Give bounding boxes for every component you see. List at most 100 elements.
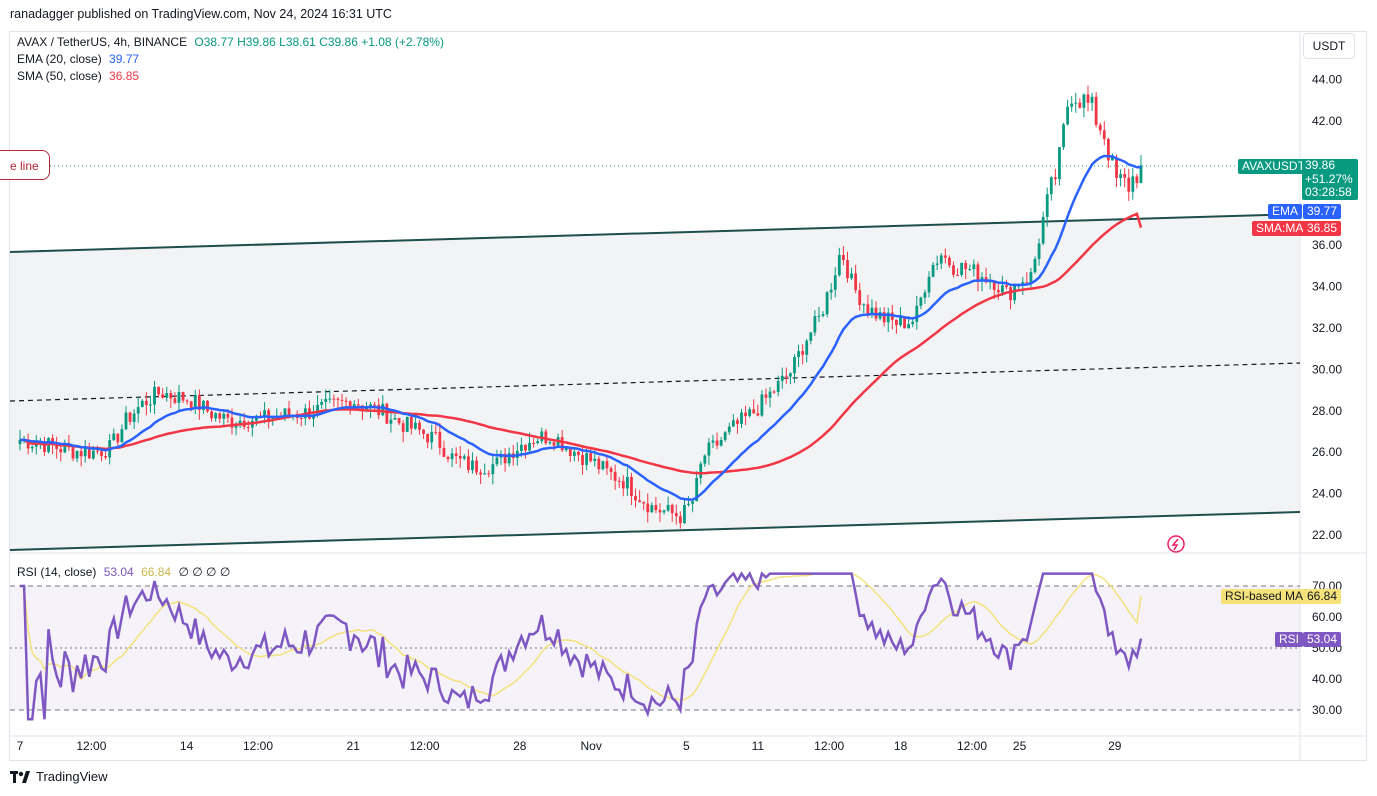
candle-body <box>246 426 250 428</box>
candle-body <box>956 274 959 276</box>
candle-body <box>601 461 605 470</box>
rsi-tick-label: 60.00 <box>1312 610 1342 624</box>
candle-body <box>813 316 817 333</box>
tradingview-logo-icon <box>10 770 30 783</box>
time-tick-label: Nov <box>581 739 602 753</box>
candle-body <box>471 460 474 471</box>
candle-body <box>120 429 124 443</box>
candle-body <box>630 476 633 496</box>
candle-body <box>185 400 189 402</box>
candle-body <box>87 448 91 459</box>
candle-body <box>409 416 413 429</box>
candle-body <box>1041 216 1045 244</box>
candle-body <box>365 408 368 410</box>
candle-body <box>132 413 136 422</box>
event-flag-icon <box>1167 535 1185 553</box>
candle-body <box>919 297 923 306</box>
candle-body <box>59 448 63 453</box>
time-tick-label: 18 <box>894 739 908 753</box>
candle-body <box>519 444 523 451</box>
time-tick-label: 12:00 <box>76 739 106 753</box>
candle-body <box>487 473 491 475</box>
candle-body <box>740 412 743 424</box>
publisher-line: ranadagger published on TradingView.com,… <box>10 7 392 21</box>
candle-body <box>104 456 108 458</box>
candle-body <box>1005 285 1008 288</box>
candle-body <box>434 431 438 433</box>
candle-body <box>1037 243 1041 259</box>
candle-body <box>756 413 760 416</box>
candle-body <box>719 440 723 446</box>
candle-body <box>234 425 238 428</box>
candle-body <box>797 351 800 358</box>
price-tick-label: 30.00 <box>1312 362 1342 376</box>
candle-body <box>283 408 287 417</box>
candle-body <box>320 402 324 405</box>
time-tick-label: 11 <box>752 739 765 753</box>
candle-body <box>923 292 927 298</box>
candle-body <box>858 290 862 305</box>
price-tick-label: 26.00 <box>1312 445 1342 459</box>
candle-body <box>173 398 177 403</box>
candle-body <box>829 289 833 293</box>
candle-body <box>621 481 625 489</box>
footer-brand[interactable]: TradingView <box>10 769 108 784</box>
candle-body <box>458 456 462 459</box>
candle-body <box>397 418 401 424</box>
candle-body <box>972 264 976 270</box>
candle-body <box>911 321 915 325</box>
legend-sma-label: SMA (50, close) <box>17 69 102 83</box>
candle-body <box>1131 176 1135 192</box>
candle-body <box>414 422 417 429</box>
candle-body <box>968 269 972 271</box>
candle-body <box>703 455 707 464</box>
channel-fill <box>10 214 1300 550</box>
candle-body <box>552 442 556 446</box>
candle-body <box>809 332 813 341</box>
candle-body <box>784 375 788 377</box>
candle-body <box>177 391 181 403</box>
candle-body <box>462 456 466 459</box>
candle-body <box>895 319 898 326</box>
channel-upper-line <box>9 213 1301 253</box>
candle-body <box>348 401 352 411</box>
candle-body <box>996 289 1000 293</box>
candle-body <box>144 400 148 405</box>
candle-body <box>776 380 780 392</box>
candle-body <box>528 442 531 451</box>
candle-body <box>503 453 507 464</box>
candle-body <box>654 505 658 511</box>
candle-body <box>136 407 140 414</box>
candle-body <box>947 257 951 266</box>
time-tick-label: 12:00 <box>814 739 844 753</box>
ema-price-tag: 39.77 <box>1303 204 1342 219</box>
candle-body <box>112 433 116 441</box>
candle-body <box>927 276 931 293</box>
time-tick-label: 12:00 <box>243 739 273 753</box>
candle-body <box>495 457 499 465</box>
candle-body <box>780 375 784 381</box>
trendline-label[interactable]: e line <box>0 150 50 180</box>
candle-body <box>687 503 690 506</box>
candle-body <box>479 472 483 475</box>
legend-sma-row[interactable]: SMA (50, close) 36.85 <box>17 69 139 83</box>
candle-body <box>426 433 430 443</box>
candle-body <box>646 503 650 513</box>
legend-ema-label: EMA (20, close) <box>17 52 102 66</box>
candle-body <box>589 453 593 462</box>
legend-symbol[interactable]: AVAX / TetherUS, 4h, BINANCE <box>17 35 188 49</box>
candle-body <box>833 275 837 290</box>
currency-button[interactable]: USDT <box>1303 33 1355 59</box>
candle-body <box>202 400 205 411</box>
candle-body <box>960 262 964 275</box>
time-tick-label: 12:00 <box>410 739 440 753</box>
candle-body <box>1135 176 1139 184</box>
legend-rsi-row[interactable]: RSI (14, close) 53.04 66.84 ∅ ∅ ∅ ∅ <box>17 565 230 579</box>
rsi-ma-line <box>20 572 1142 701</box>
candle-body <box>71 447 75 459</box>
candle-body <box>422 429 425 434</box>
candle-body <box>1102 130 1106 139</box>
candle-body <box>1000 285 1004 293</box>
legend-ema-row[interactable]: EMA (20, close) 39.77 <box>17 52 139 66</box>
